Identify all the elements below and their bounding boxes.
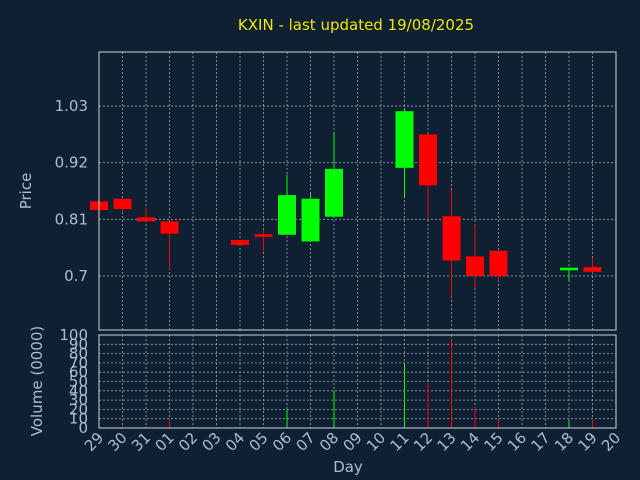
volume-tick-label: 80 bbox=[69, 345, 88, 363]
volume-axis-label: Volume (0000) bbox=[28, 326, 46, 436]
price-tick-label: 0.92 bbox=[55, 154, 88, 172]
candle-body-11 bbox=[395, 111, 414, 168]
price-candles bbox=[90, 108, 602, 297]
candle-body-18 bbox=[560, 267, 578, 271]
price-tick-labels: 1.03 0.92 0.81 0.7 bbox=[55, 97, 88, 285]
volume-panel-frame bbox=[98, 334, 617, 429]
candle-body-08 bbox=[325, 168, 343, 217]
volume-tick-label: 0 bbox=[78, 419, 88, 437]
volume-tick-label: 90 bbox=[69, 335, 88, 353]
candle-body-05 bbox=[254, 234, 273, 237]
volume-bars bbox=[122, 339, 593, 428]
candle-body-07 bbox=[301, 198, 320, 242]
price-axis-label: Price bbox=[17, 173, 35, 210]
volume-tick-label: 100 bbox=[59, 326, 88, 344]
volume-tick-label: 40 bbox=[69, 382, 88, 400]
candle-body-04 bbox=[231, 239, 249, 246]
day-axis-label: Day bbox=[333, 458, 363, 476]
candle-body-13 bbox=[442, 216, 461, 261]
candle-body-31 bbox=[137, 217, 155, 222]
candle-body-14 bbox=[466, 256, 484, 276]
candle-body-06 bbox=[278, 195, 296, 235]
volume-tick-label: 20 bbox=[69, 400, 88, 418]
candle-body-12 bbox=[419, 134, 437, 186]
candle-body-01 bbox=[160, 221, 179, 234]
candle-body-30 bbox=[113, 198, 132, 210]
candle-body-15 bbox=[489, 250, 508, 276]
price-tick-label: 1.03 bbox=[55, 97, 88, 115]
volume-tick-label: 10 bbox=[69, 410, 88, 428]
volume-tick-label: 30 bbox=[69, 391, 88, 409]
day-tick-labels: 2930310102030405060708091011121314151617… bbox=[81, 429, 624, 455]
volume-tick-label: 70 bbox=[69, 354, 88, 372]
volume-tick-label: 60 bbox=[69, 363, 88, 381]
price-tick-label: 0.7 bbox=[64, 267, 88, 285]
price-panel-frame bbox=[98, 51, 617, 331]
volume-tick-label: 50 bbox=[69, 373, 88, 391]
candle-body-19 bbox=[583, 267, 602, 272]
chart-title: KXIN - last updated 19/08/2025 bbox=[238, 16, 474, 34]
price-tick-label: 0.81 bbox=[55, 210, 88, 228]
